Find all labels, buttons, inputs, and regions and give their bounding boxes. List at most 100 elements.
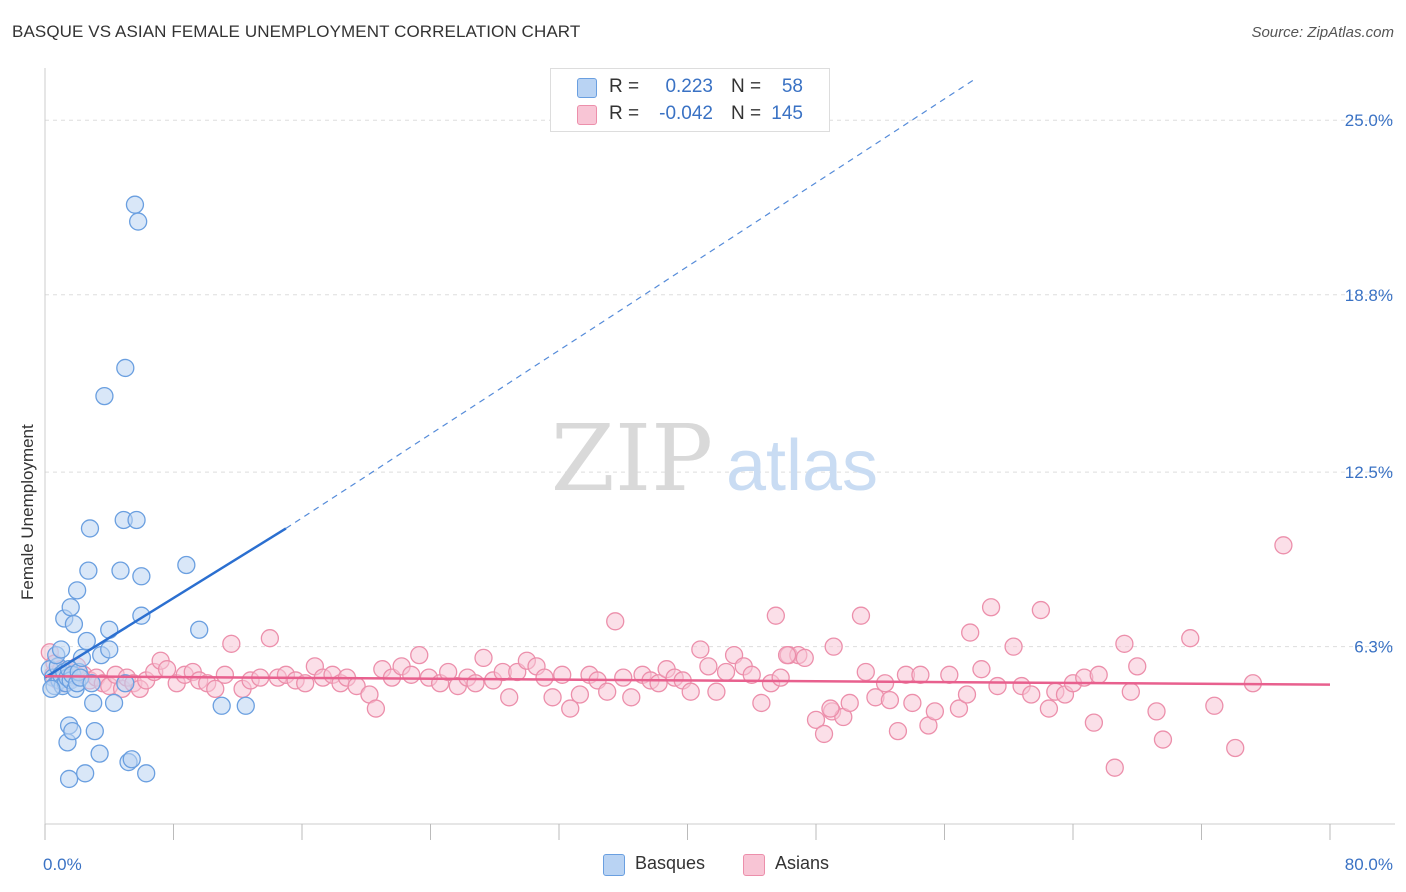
asian-point xyxy=(535,668,554,687)
basques-swatch xyxy=(577,78,597,98)
asian-point xyxy=(1226,738,1245,758)
asians-legend-swatch xyxy=(743,854,765,876)
basque-point xyxy=(95,386,114,406)
asian-point xyxy=(622,688,641,707)
axes xyxy=(44,68,1395,840)
asian-point xyxy=(911,665,930,684)
grid-lines xyxy=(45,119,1395,648)
basque-point xyxy=(59,769,79,789)
asian-point xyxy=(1153,730,1173,749)
basque-point xyxy=(63,721,82,741)
asian-point xyxy=(1004,637,1023,656)
asian-point xyxy=(766,606,785,625)
asian-point xyxy=(752,693,771,713)
correlation-legend: R = 0.223 N = 58 R = -0.042 N = 145 xyxy=(550,68,830,132)
asian-point xyxy=(561,699,580,718)
basque-point xyxy=(132,567,151,586)
asian-point xyxy=(691,640,710,659)
source-label: Source: ZipAtlas.com xyxy=(1251,24,1394,41)
basque-trend-extrapolated xyxy=(285,77,977,529)
asian-point xyxy=(699,657,718,676)
asian-point xyxy=(474,648,493,668)
asian-point xyxy=(840,693,859,713)
legend-row-asians: R = -0.042 N = 145 xyxy=(551,102,829,128)
asians-swatch xyxy=(577,105,597,125)
asian-point xyxy=(410,645,429,665)
asian-point xyxy=(1115,634,1134,653)
asians-r-label: R = xyxy=(609,103,640,124)
watermark-atlas: atlas xyxy=(726,426,878,506)
basque-point xyxy=(111,561,130,580)
asian-point xyxy=(1089,665,1108,684)
basque-point xyxy=(76,764,95,783)
watermark: ZIP atlas xyxy=(551,405,878,512)
asian-trend-line xyxy=(44,674,1331,686)
asian-point xyxy=(222,634,241,653)
asian-point xyxy=(1128,657,1147,676)
y-tick-label: 6.3% xyxy=(1354,638,1393,657)
asian-point xyxy=(1039,699,1059,718)
basque-point xyxy=(125,195,145,214)
asian-point xyxy=(961,623,980,642)
asian-point xyxy=(402,665,421,684)
asian-point xyxy=(466,674,485,693)
basque-point xyxy=(64,614,84,634)
y-tick-label: 12.5% xyxy=(1345,463,1393,482)
asian-point xyxy=(598,682,617,701)
asians-legend-label: Asians xyxy=(775,853,830,873)
basques-r-label: R = xyxy=(609,76,640,97)
trend-lines xyxy=(44,77,1331,686)
chart-title: BASQUE VS ASIAN FEMALE UNEMPLOYMENT CORR… xyxy=(12,22,581,41)
basque-point xyxy=(236,696,255,715)
asian-point xyxy=(1147,702,1166,721)
basque-point xyxy=(104,693,124,713)
basque-point xyxy=(42,679,61,699)
basque-point xyxy=(61,598,80,617)
asian-point xyxy=(500,688,519,707)
basque-point xyxy=(51,640,71,659)
asian-point xyxy=(614,668,633,687)
basque-point xyxy=(116,358,135,378)
x-tick-label: 80.0% xyxy=(1345,855,1393,874)
basque-point xyxy=(84,693,103,713)
asian-point xyxy=(988,676,1007,696)
basque-point xyxy=(122,750,141,769)
basque-point xyxy=(79,561,98,580)
asian-point xyxy=(707,682,726,701)
asian-point xyxy=(206,679,225,699)
asian-point xyxy=(1121,682,1140,701)
asian-point xyxy=(606,612,625,631)
asian-point xyxy=(260,629,280,648)
asian-point xyxy=(1274,536,1293,555)
asian-point xyxy=(851,606,871,625)
asian-point xyxy=(925,702,945,721)
basque-point xyxy=(77,631,96,651)
basque-point xyxy=(129,212,148,231)
asian-point xyxy=(1022,685,1041,704)
asian-point xyxy=(1084,713,1104,732)
basque-point xyxy=(190,620,209,639)
asian-point xyxy=(903,693,922,713)
legend-row-basques: R = 0.223 N = 58 xyxy=(551,75,829,101)
basque-point xyxy=(212,696,231,715)
asian-point xyxy=(888,721,908,741)
basque-point xyxy=(177,555,196,575)
basque-point xyxy=(127,510,146,530)
asian-point xyxy=(1105,758,1124,777)
watermark-zip: ZIP xyxy=(551,405,713,512)
tick-labels: 6.3% 12.5% 18.8% 25.0% 0.0% 80.0% xyxy=(43,111,1393,874)
asian-point xyxy=(821,699,840,718)
asian-point xyxy=(742,665,761,684)
asian-point xyxy=(814,724,834,744)
asian-point xyxy=(940,665,959,684)
basques-legend-swatch xyxy=(603,854,625,876)
basques-n-value: 58 xyxy=(781,76,803,97)
x-tick-label: 0.0% xyxy=(43,855,82,874)
basque-point xyxy=(67,581,87,600)
basque-point xyxy=(90,744,109,763)
basque-point xyxy=(100,640,119,659)
asians-n-value: 145 xyxy=(771,103,803,124)
basque-point xyxy=(116,674,135,693)
asian-point xyxy=(856,662,875,682)
